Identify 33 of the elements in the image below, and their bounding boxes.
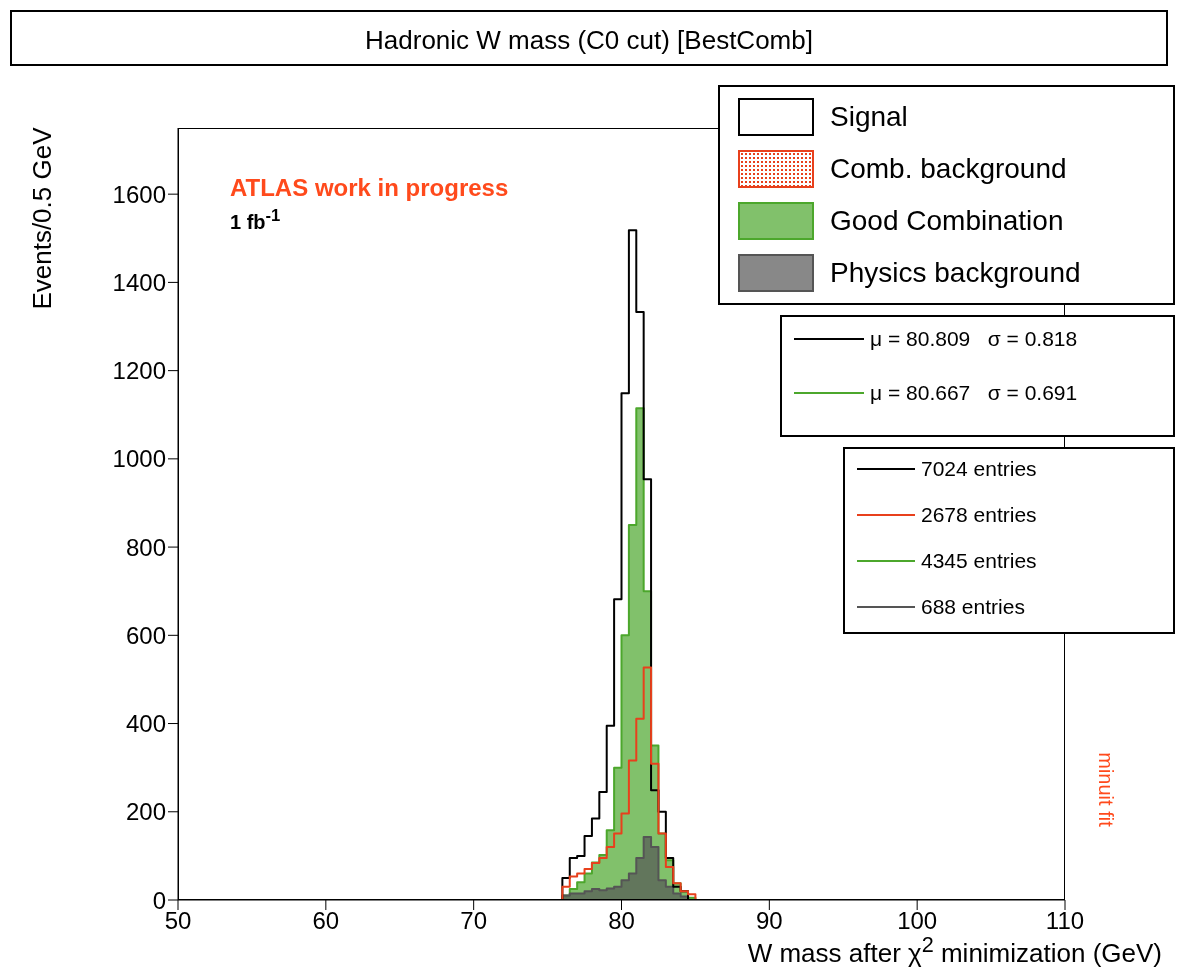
y-axis-title: Events/0.5 GeV <box>26 127 58 310</box>
x-tick-label: 110 <box>1045 907 1085 935</box>
x-tick-label: 50 <box>164 907 192 935</box>
legend-label: Comb. background <box>830 153 1067 185</box>
annotation: μ = 80.809 σ = 0.818 <box>870 327 1078 351</box>
fit-results-box: μ = 80.809 σ = 0.818 μ = 80.667 σ = 0.691 <box>780 315 1175 437</box>
x-tick-label: 80 <box>608 907 635 935</box>
x-tick-label: 90 <box>755 907 783 935</box>
annotation: 688 entries <box>921 595 1025 619</box>
x-tick-label: 70 <box>460 907 488 935</box>
y-tick-label: 1200 <box>112 357 166 385</box>
annotation: 1 fb$^{-1}$ <box>230 206 281 234</box>
x-tick-label: 100 <box>897 907 938 935</box>
y-tick-label: 200 <box>125 798 166 826</box>
legend-label: Good Combination <box>830 205 1064 237</box>
legend-label: Physics background <box>830 257 1081 289</box>
annotation: ATLAS work in progress <box>230 174 509 202</box>
y-tick-label: 1000 <box>112 445 166 473</box>
y-tick-label: 600 <box>125 621 166 649</box>
y-tick-label: 1400 <box>112 268 166 296</box>
text: minuit fit <box>1093 751 1117 829</box>
y-tick-label: 0 <box>152 886 166 914</box>
x-tick-label: 60 <box>312 907 340 935</box>
annotation: 4345 entries <box>921 549 1037 573</box>
annotation: μ = 80.667 σ = 0.691 <box>870 381 1078 405</box>
y-tick-label: 800 <box>125 533 166 561</box>
chart-title: Hadronic W mass (C0 cut) [BestComb] <box>10 10 1168 66</box>
y-tick-label: 400 <box>125 710 166 738</box>
legend-label: Signal <box>830 101 908 133</box>
x-axis-title: W mass after χ$^{2}$ minimization (GeV) <box>747 932 1162 968</box>
y-tick-label: 1600 <box>112 180 166 208</box>
annotation: 7024 entries <box>921 457 1037 481</box>
annotation: 2678 entries <box>921 503 1037 527</box>
